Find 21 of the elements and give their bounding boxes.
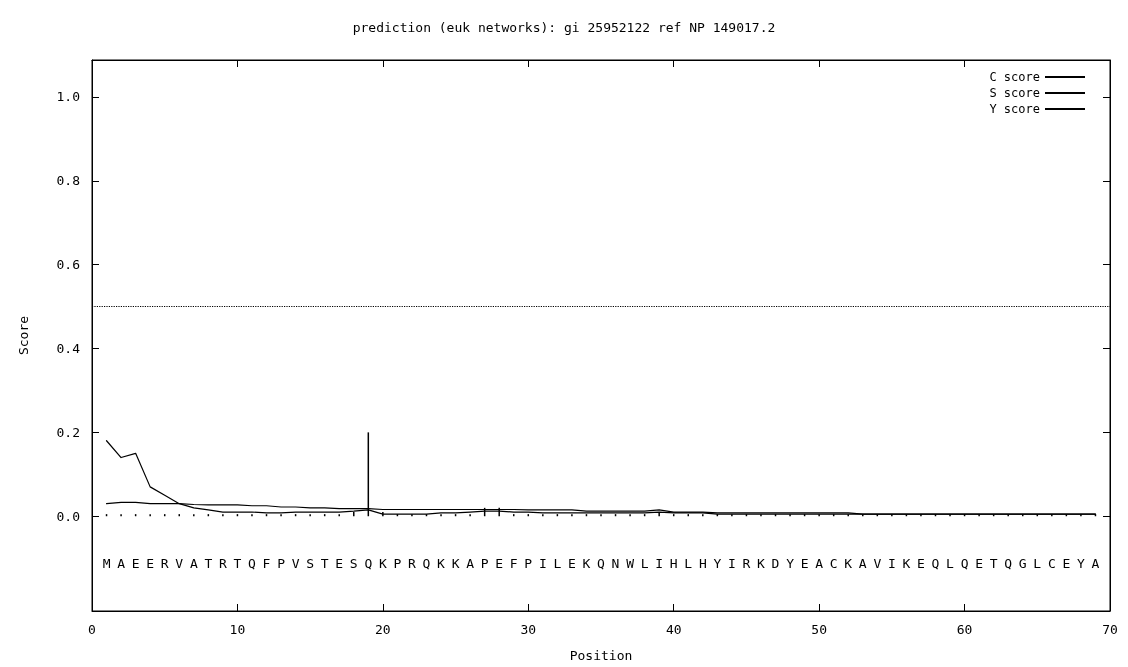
x-tick-label: 30 [520, 622, 537, 637]
y-tick-label: 0.6 [56, 257, 80, 273]
legend-label: S score [989, 86, 1040, 100]
x-tick-label: 70 [1102, 622, 1118, 637]
y-axis-title: Score [16, 315, 31, 356]
legend-label: C score [989, 70, 1040, 84]
annotation: MAEERVATRTQFPVSTESQKPRQKKAPEFPILEKQNWLIHLHYIRKDYEACKAVIKEQLQETQGLCEYA [102, 555, 1107, 571]
x-tick-label: 20 [375, 622, 391, 637]
x-tick-label: 60 [956, 622, 973, 637]
chart-title: prediction (euk networks): gi 25952122 ref NP 149017.2 [352, 20, 776, 35]
y-tick-label: 0.0 [56, 508, 80, 524]
y-tick-label: 1.0 [56, 89, 80, 105]
x-tick-label: 50 [811, 622, 827, 637]
x-tick-label: 40 [665, 622, 682, 637]
y-tick-label: 0.4 [56, 341, 81, 356]
x-tick-label: 10 [229, 622, 246, 637]
x-tick-label: 0 [88, 622, 96, 637]
y-tick-label: 0.8 [56, 173, 80, 189]
y-tick-label: 0.2 [56, 424, 80, 440]
legend-label: Y score [989, 102, 1040, 116]
x-axis-title: Position [569, 648, 633, 663]
